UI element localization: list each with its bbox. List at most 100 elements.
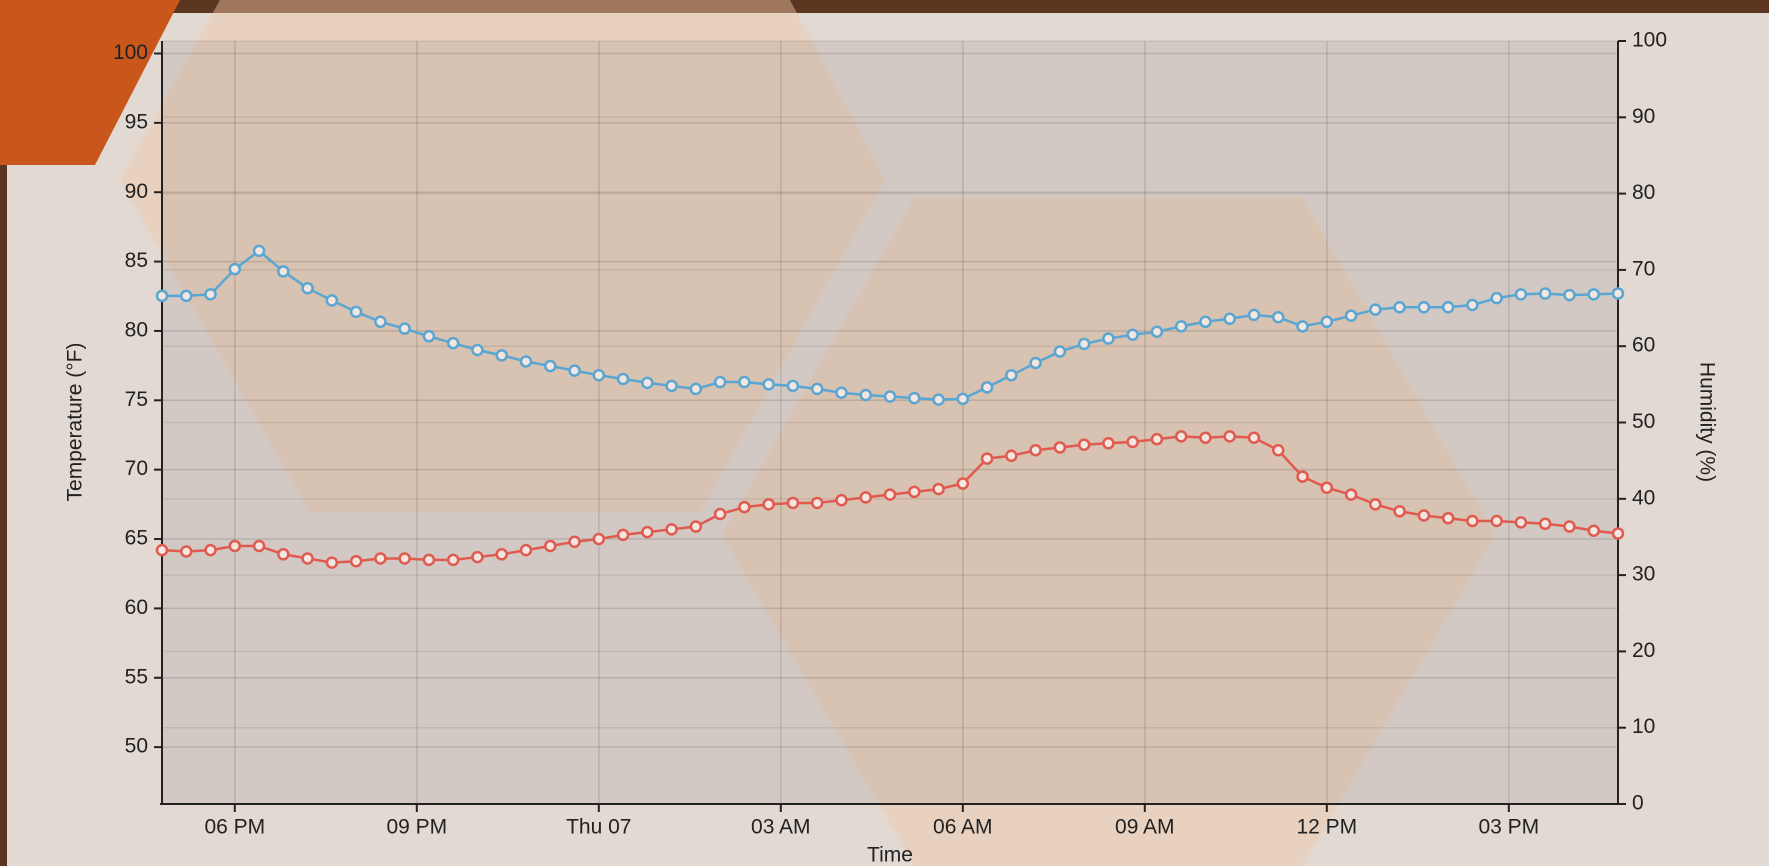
y-tick-label: 100 [113, 41, 148, 64]
x-tick-label: 09 PM [386, 816, 447, 839]
point [1225, 314, 1235, 324]
x-tick-label: 06 AM [933, 816, 993, 839]
point [545, 541, 555, 551]
point [1298, 321, 1308, 331]
point [1613, 528, 1623, 538]
point [181, 291, 191, 301]
point [278, 266, 288, 276]
point [1589, 526, 1599, 536]
y-tick-label: 95 [125, 110, 148, 133]
point [375, 317, 385, 327]
point [1370, 305, 1380, 315]
y-tick-label: 65 [125, 527, 148, 550]
point [618, 530, 628, 540]
point [1322, 317, 1332, 327]
point [521, 356, 531, 366]
y2-tick-label: 10 [1632, 715, 1655, 738]
y2-tick-label: 20 [1632, 639, 1655, 662]
point [1419, 510, 1429, 520]
point [861, 390, 871, 400]
point [788, 498, 798, 508]
point [1273, 445, 1283, 455]
point [1419, 302, 1429, 312]
y-tick-label: 85 [125, 249, 148, 272]
point [327, 295, 337, 305]
point [1225, 431, 1235, 441]
point [1055, 442, 1065, 452]
point [400, 324, 410, 334]
point [254, 246, 264, 256]
point [1249, 310, 1259, 320]
point [497, 350, 507, 360]
y-tick-label: 90 [125, 180, 148, 203]
point [1443, 302, 1453, 312]
point [1467, 516, 1477, 526]
point [1031, 445, 1041, 455]
point [642, 378, 652, 388]
point [739, 377, 749, 387]
y2-tick-label: 70 [1632, 257, 1655, 280]
y-axis-title: Temperature (°F) [64, 343, 87, 502]
point [812, 384, 822, 394]
point [497, 549, 507, 559]
point [1564, 522, 1574, 532]
x-tick-label: 12 PM [1296, 816, 1357, 839]
point [788, 381, 798, 391]
point [1540, 289, 1550, 299]
y-tick-label: 80 [125, 318, 148, 341]
point [1395, 506, 1405, 516]
point [1492, 516, 1502, 526]
point [424, 555, 434, 565]
point [691, 522, 701, 532]
point [594, 370, 604, 380]
point [181, 547, 191, 557]
point [618, 374, 628, 384]
point [1200, 433, 1210, 443]
point [715, 509, 725, 519]
point [958, 479, 968, 489]
point [1128, 330, 1138, 340]
point [982, 382, 992, 392]
point [570, 366, 580, 376]
point [1346, 311, 1356, 321]
point [594, 534, 604, 544]
y2-tick-label: 90 [1632, 105, 1655, 128]
point [1176, 431, 1186, 441]
point [812, 498, 822, 508]
point [1103, 334, 1113, 344]
point [1006, 451, 1016, 461]
point [1200, 317, 1210, 327]
point [1589, 289, 1599, 299]
x-tick-label: 03 PM [1478, 816, 1539, 839]
point [1346, 490, 1356, 500]
point [1540, 519, 1550, 529]
point [667, 524, 677, 534]
point [400, 553, 410, 563]
point [521, 545, 531, 555]
point [303, 283, 313, 293]
point [836, 388, 846, 398]
point [1176, 321, 1186, 331]
point [1370, 499, 1380, 509]
point [254, 541, 264, 551]
point [570, 537, 580, 547]
y-tick-label: 70 [125, 457, 148, 480]
point [739, 502, 749, 512]
point [1079, 339, 1089, 349]
y2-tick-label: 60 [1632, 334, 1655, 357]
point [909, 487, 919, 497]
point [1516, 289, 1526, 299]
point [303, 553, 313, 563]
point [1055, 347, 1065, 357]
point [472, 345, 482, 355]
point [715, 377, 725, 387]
point [1103, 438, 1113, 448]
y2-axis-title: Humidity (%) [1695, 362, 1718, 482]
point [448, 555, 458, 565]
y-tick-label: 60 [125, 596, 148, 619]
point [1152, 327, 1162, 337]
point [1467, 300, 1477, 310]
y-tick-label: 75 [125, 388, 148, 411]
point [934, 395, 944, 405]
point [1006, 370, 1016, 380]
